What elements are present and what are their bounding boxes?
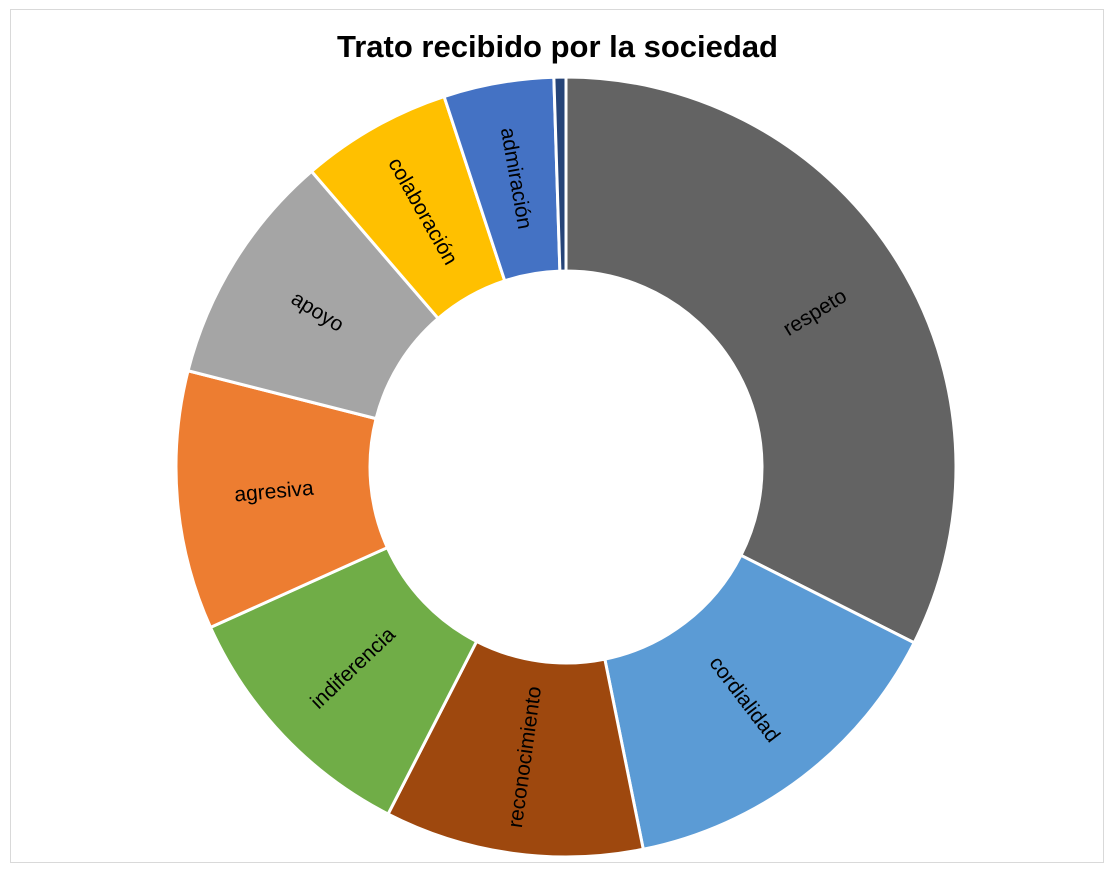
slice-cordialidad[interactable] bbox=[603, 553, 917, 852]
slice-respeto[interactable] bbox=[564, 75, 958, 645]
chart-title: Trato recibido por la sociedad bbox=[337, 29, 778, 64]
slice-unlabeled[interactable] bbox=[552, 75, 568, 273]
